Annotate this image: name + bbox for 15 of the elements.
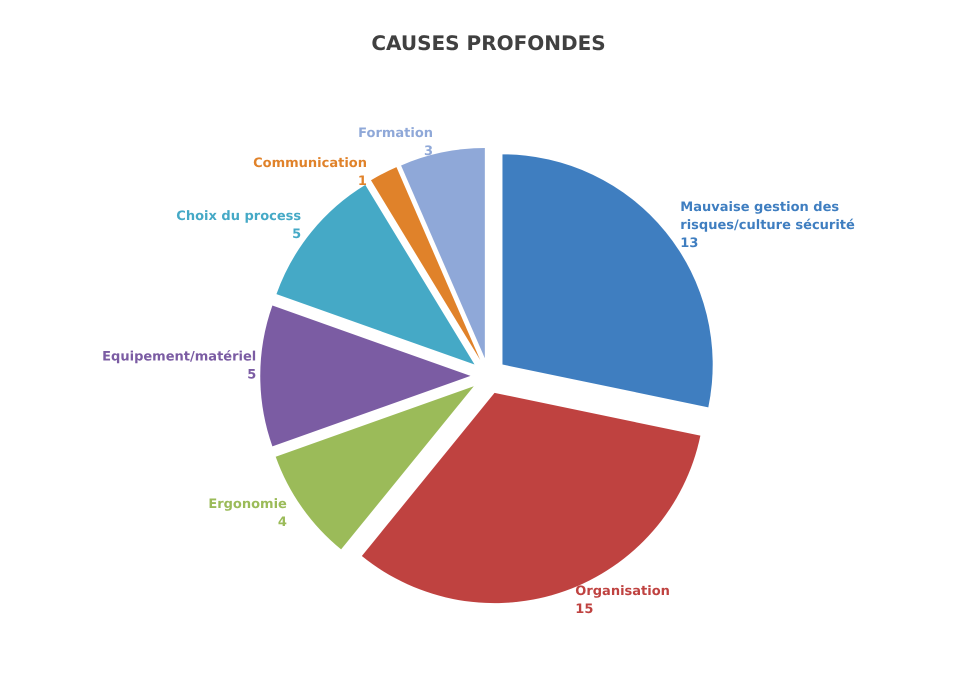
data-label: 1 (358, 174, 367, 189)
slice-label: Mauvaise gestion des risques/culture sécurité (680, 200, 856, 234)
data-label: 5 (247, 367, 256, 382)
slice-label: Communication (253, 156, 367, 171)
slice-label: Ergonomie (208, 496, 288, 512)
data-label: 4 (278, 514, 287, 530)
data-label: 5 (292, 227, 302, 242)
chart-title: CAUSES PROFONDES (371, 31, 606, 55)
slice-label: Choix du process (176, 209, 302, 224)
data-label: 13 (680, 236, 698, 252)
data-label: 15 (575, 602, 594, 617)
slice-label: Equipement/matériel (102, 349, 256, 364)
slice-label: Formation (358, 126, 434, 142)
data-label: 3 (424, 144, 434, 160)
slice-label: Organisation (575, 584, 670, 599)
